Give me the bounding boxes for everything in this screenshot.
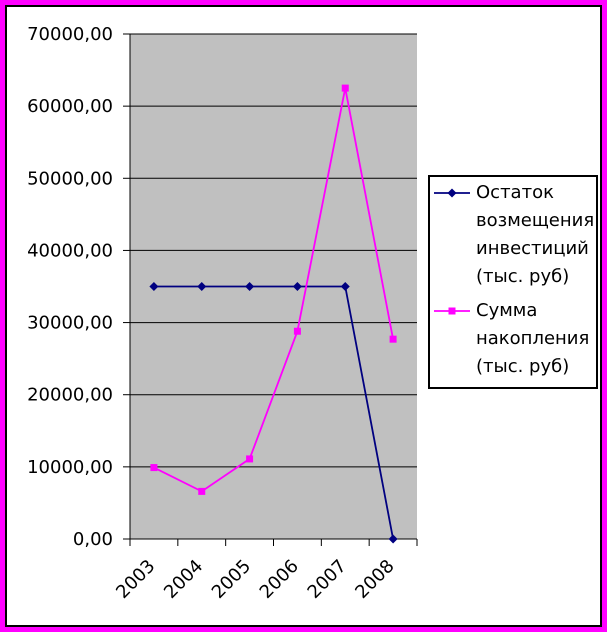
legend-item-ostatok: Остаток возмещения инвестиций (тыс. руб) [434,179,596,291]
svg-text:40000,00: 40000,00 [27,240,113,261]
svg-text:10000,00: 10000,00 [27,457,113,478]
svg-text:60000,00: 60000,00 [27,96,113,117]
svg-text:30000,00: 30000,00 [27,313,113,334]
legend-label-summa: Сумма накопления (тыс. руб) [476,300,590,377]
svg-text:2004: 2004 [160,556,207,603]
chart-legend: Остаток возмещения инвестиций (тыс. руб)… [428,175,598,389]
legend-item-summa: Сумма накопления (тыс. руб) [434,297,596,381]
line-chart-plot: 0,00 10000,00 20000,00 30000,00 40000,00 5000… [27,24,418,603]
svg-text:0,00: 0,00 [73,529,113,550]
legend-line-diamond-icon [434,188,470,198]
chart-canvas: 0,00 10000,00 20000,00 30000,00 40000,00 5000… [5,5,602,627]
svg-text:50000,00: 50000,00 [27,168,113,189]
svg-text:2006: 2006 [256,556,303,603]
svg-text:2008: 2008 [351,556,398,603]
svg-text:2003: 2003 [112,556,159,603]
legend-label-ostatok: Остаток возмещения инвестиций (тыс. руб) [476,182,595,287]
svg-text:70000,00: 70000,00 [27,24,113,45]
svg-text:2005: 2005 [208,556,255,603]
svg-text:2007: 2007 [304,556,351,603]
svg-text:20000,00: 20000,00 [27,385,113,406]
legend-line-square-icon [434,307,470,315]
